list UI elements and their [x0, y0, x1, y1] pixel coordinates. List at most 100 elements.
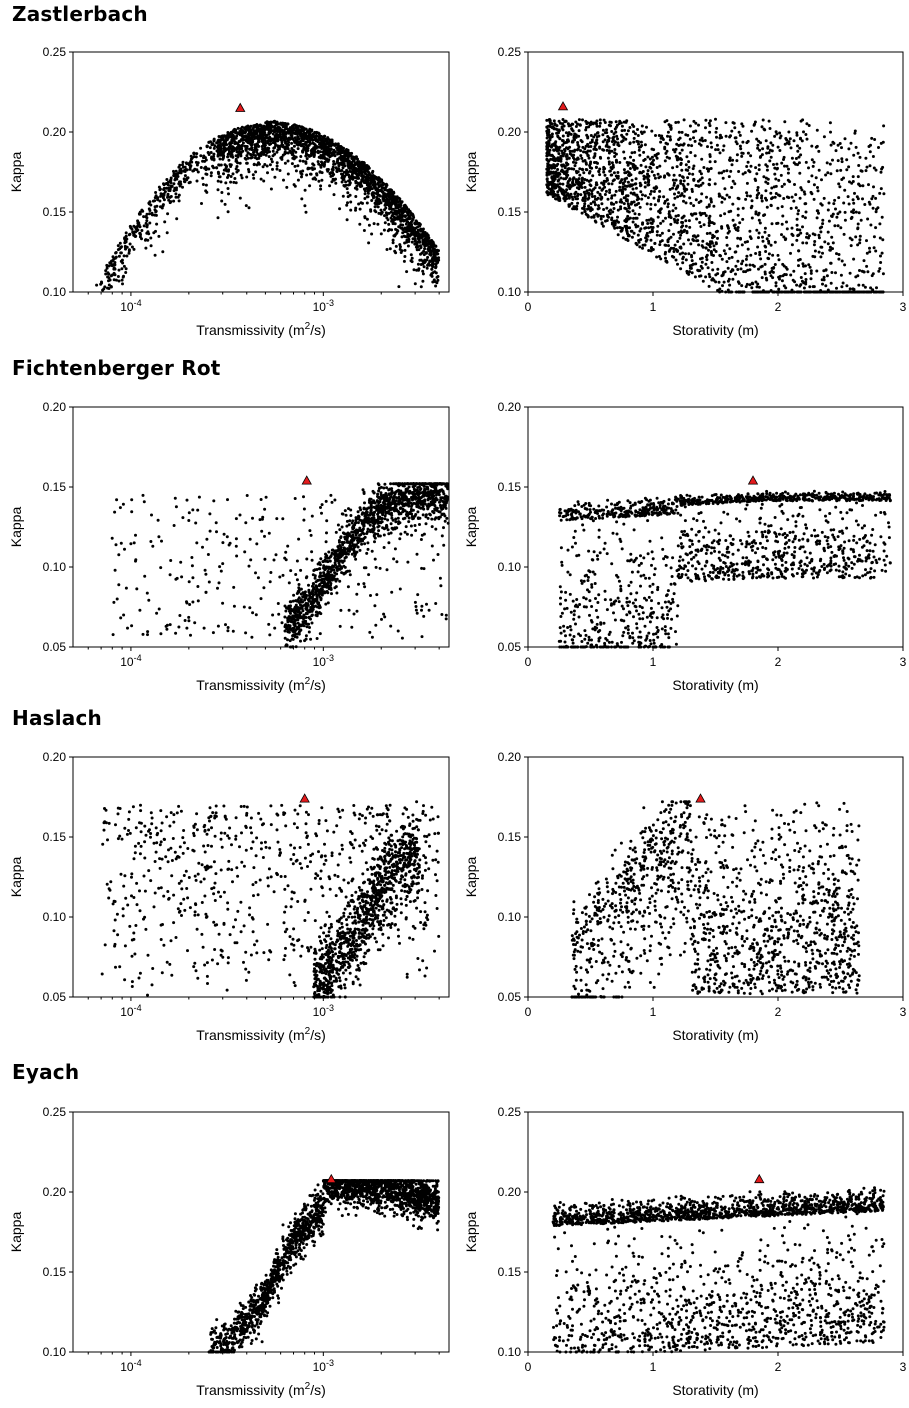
scatter-point [161, 250, 165, 254]
scatter-point [215, 166, 218, 170]
scatter-point [678, 252, 682, 256]
scatter-point [696, 234, 700, 238]
scatter-point [756, 146, 760, 150]
scatter-point [113, 273, 117, 277]
scatter-point [388, 188, 391, 192]
scatter-point [334, 177, 337, 181]
scatter-point [684, 258, 688, 262]
scatter-point [292, 157, 296, 161]
scatter-point [331, 177, 335, 181]
scatter-point [728, 247, 732, 251]
scatter-point [672, 181, 676, 185]
scatter-point [757, 211, 761, 215]
scatter-point [628, 216, 632, 220]
scatter-point [667, 237, 671, 241]
scatter-point [652, 190, 656, 193]
scatter-point [879, 170, 883, 174]
scatter-point [718, 133, 722, 137]
scatter-point [758, 253, 762, 257]
scatter-point [304, 131, 308, 135]
scatter-point [764, 250, 768, 253]
scatter-point [313, 143, 317, 147]
scatter-point [188, 180, 192, 184]
scatter-point [225, 169, 229, 173]
scatter-point [804, 210, 808, 214]
scatter-point [626, 180, 630, 184]
scatter-point [113, 256, 117, 260]
scatter-point [269, 142, 273, 146]
scatter-point [736, 236, 740, 240]
scatter-point [595, 122, 598, 126]
scatter-point [116, 244, 120, 248]
scatter-point [791, 278, 795, 282]
scatter-point [871, 288, 875, 292]
scatter-point [350, 151, 354, 155]
scatter-point [817, 233, 821, 237]
scatter-point [676, 195, 680, 199]
scatter-point [576, 201, 580, 205]
scatter-point [822, 269, 826, 273]
scatter-point [588, 164, 592, 167]
scatter-point [645, 218, 649, 222]
scatter-point [378, 177, 382, 181]
scatter-point [344, 180, 348, 184]
scatter-point [646, 234, 650, 238]
scatter-point [666, 172, 670, 176]
scatter-point [574, 161, 578, 165]
scatter-point [606, 145, 610, 149]
scatter-point [792, 199, 796, 203]
scatter-points [95, 119, 441, 292]
scatter-point [777, 258, 781, 262]
scatter-point [868, 150, 872, 154]
scatter-point [434, 265, 438, 269]
scatter-point [563, 199, 567, 203]
scatter-point [784, 237, 788, 241]
scatter-point [881, 238, 885, 242]
scatter-point [632, 140, 636, 144]
scatter-point [252, 176, 256, 180]
scatter-point [754, 252, 758, 255]
scatter-point [147, 202, 151, 206]
scatter-point [690, 271, 694, 275]
scatter-point [757, 163, 761, 167]
scatter-point [631, 220, 635, 224]
scatter-point [788, 137, 792, 141]
scatter-point [546, 130, 550, 134]
scatter-point [789, 206, 793, 210]
scatter-point [581, 199, 585, 202]
scatter-point [392, 190, 396, 194]
scatter-point [656, 224, 660, 228]
scatter-point [398, 245, 402, 249]
scatter-point [705, 253, 709, 257]
scatter-point [571, 181, 574, 185]
scatter-point [646, 222, 650, 225]
scatter-point [877, 146, 880, 149]
scatter-point [615, 219, 619, 223]
scatter-point [582, 181, 586, 185]
scatter-point [569, 132, 573, 136]
scatter-point [699, 213, 703, 217]
scatter-point [718, 253, 722, 257]
scatter-point [431, 280, 435, 284]
scatter-point [694, 235, 698, 239]
scatter-point [680, 148, 684, 152]
scatter-point [858, 241, 862, 245]
scatter-point [395, 209, 399, 213]
scatter-point [610, 218, 614, 222]
scatter-point [851, 198, 855, 202]
scatter-point [741, 140, 745, 144]
scatter-point [430, 258, 434, 262]
scatter-point [226, 136, 230, 140]
scatter-point [687, 160, 691, 164]
scatter-point [117, 268, 121, 272]
scatter-point [745, 282, 749, 286]
scatter-point [766, 182, 770, 185]
scatter-point [774, 184, 778, 188]
scatter-point [342, 146, 345, 150]
scatter-point [758, 250, 762, 254]
scatter-point [764, 196, 767, 200]
scatter-point [875, 207, 878, 211]
scatter-point [777, 287, 781, 291]
scatter-point [347, 175, 351, 179]
